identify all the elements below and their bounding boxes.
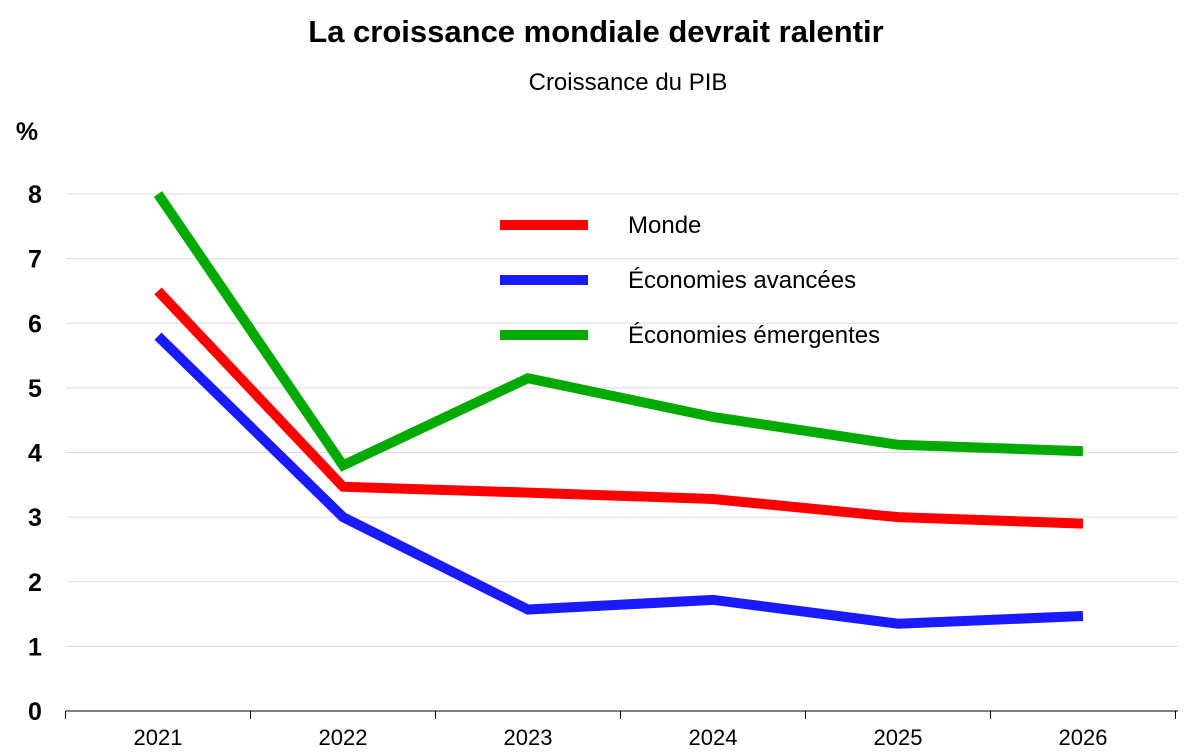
series-line-2 [154,332,1084,629]
y-tick-label-6: 6 [28,310,42,338]
y-tick-label-5: 5 [28,375,42,403]
legend-label-2: Économies avancées [628,267,856,294]
x-tick-label-2023: 2023 [504,725,553,750]
gridlines [66,193,1178,647]
x-tick-label-2024: 2024 [689,725,738,750]
chart-title: La croissance mondiale devrait ralentir [308,14,883,49]
x-tick-labels: 2021 2022 2023 2024 2025 2026 [134,725,1108,750]
y-axis-label: % [16,118,38,146]
legend-label-3: Économies émergentes [628,322,880,349]
y-tick-label-2: 2 [28,569,42,597]
legend: Monde Économies avancées Économies émergen… [500,212,880,349]
legend-label-1: Monde [628,212,701,239]
series-line-3 [153,191,1084,472]
series-line-1 [154,287,1084,529]
y-tick-label-3: 3 [28,504,42,532]
x-tick-label-2025: 2025 [874,725,923,750]
y-tick-label-7: 7 [28,246,42,274]
y-tick-label-1: 1 [28,633,42,661]
y-tick-label-0: 0 [28,698,42,726]
y-tick-label-8: 8 [28,181,42,209]
x-axis [65,710,1178,719]
x-tick-label-2026: 2026 [1059,725,1108,750]
y-tick-labels: 0 1 2 3 4 5 6 7 8 [28,181,42,726]
x-tick-label-2021: 2021 [134,725,183,750]
series-lines [153,191,1084,629]
x-tick-label-2022: 2022 [319,725,368,750]
chart-subtitle: Croissance du PIB [529,69,728,96]
y-tick-label-4: 4 [28,440,42,468]
